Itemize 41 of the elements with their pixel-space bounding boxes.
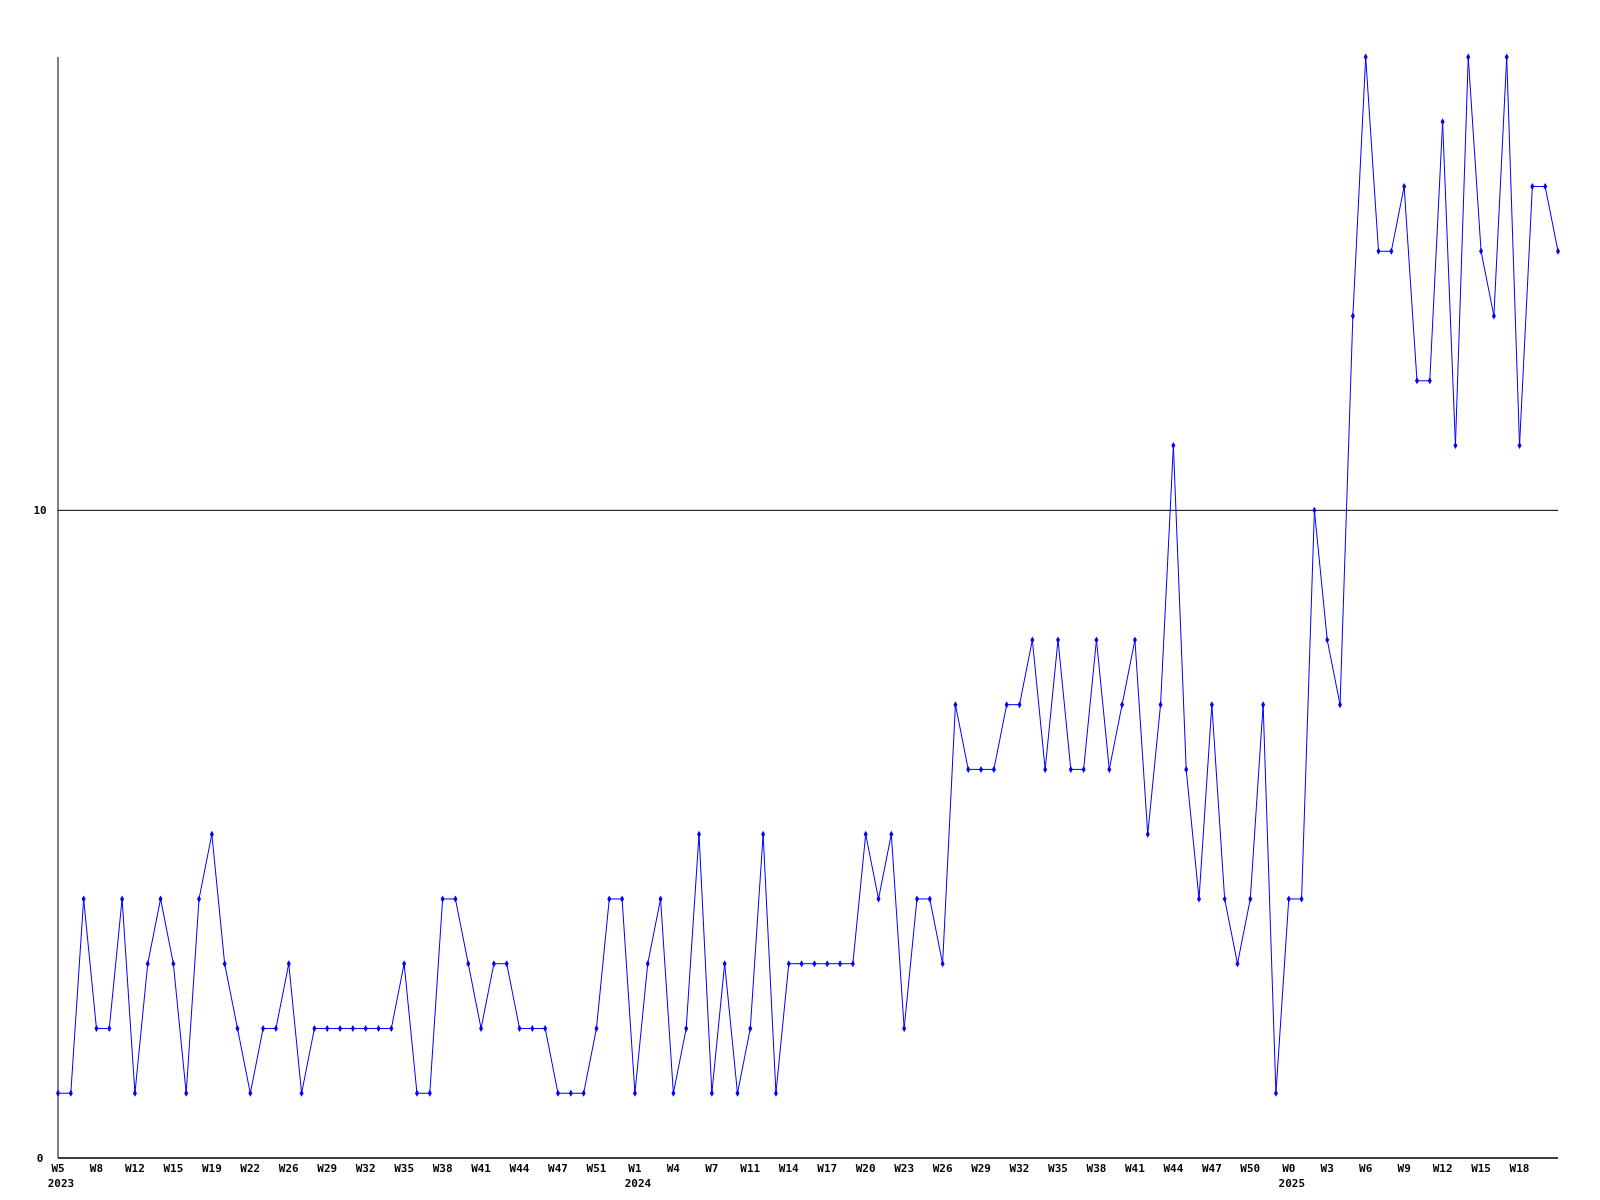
x-tick-label: W9: [1397, 1162, 1411, 1175]
x-tick-label: W15: [163, 1162, 184, 1175]
x-tick-label: W8: [89, 1162, 104, 1175]
x-tick-label: W47: [548, 1162, 568, 1175]
x-tick-label: W22: [240, 1162, 261, 1175]
x-tick-label: W41: [1124, 1162, 1146, 1175]
x-tick-label: W5 2023: [47, 1162, 75, 1190]
x-tick-label: W18: [1509, 1162, 1530, 1175]
x-tick-label: W11: [740, 1162, 761, 1175]
x-tick-label: W1 2024: [624, 1162, 652, 1190]
x-tick-label: W32: [355, 1162, 376, 1175]
x-tick-label: W47: [1201, 1162, 1222, 1175]
x-tick-label: W23: [894, 1162, 915, 1175]
x-tick-label: W32: [1009, 1162, 1030, 1175]
x-tick-label: W50: [1240, 1162, 1261, 1175]
x-tick-label: W35: [394, 1162, 415, 1175]
x-tick-label: W12: [124, 1162, 145, 1175]
x-tick-label: W7: [705, 1162, 719, 1175]
x-tick-label: W38: [432, 1162, 453, 1175]
x-tick-label: W26: [278, 1162, 300, 1175]
x-tick-label: W20: [855, 1162, 876, 1175]
x-tick-label: W35: [1048, 1162, 1068, 1175]
y-tick-label: 10: [33, 504, 47, 518]
x-tick-label: W15: [1471, 1162, 1492, 1175]
x-tick-label: W51: [586, 1162, 607, 1175]
x-tick-label: W29: [971, 1162, 992, 1175]
x-tick-label: W3: [1320, 1162, 1334, 1175]
x-tick-label: W4: [666, 1162, 681, 1175]
x-tick-label: W17: [817, 1162, 838, 1175]
x-tick-label: W19: [201, 1162, 222, 1175]
x-tick-label: W0 2025: [1278, 1162, 1306, 1190]
x-tick-label: W44: [509, 1162, 530, 1175]
x-tick-label: W6: [1359, 1162, 1373, 1175]
x-tick-label: W14: [778, 1162, 800, 1175]
x-tick-label: W44: [1163, 1162, 1184, 1175]
x-tick-label: W29: [317, 1162, 338, 1175]
x-tick-label: W41: [471, 1162, 492, 1175]
y-tick-label: 0: [36, 1151, 44, 1165]
x-tick-label: W26: [932, 1162, 953, 1175]
x-tick-label: W12: [1432, 1162, 1453, 1175]
x-tick-label: W38: [1086, 1162, 1107, 1175]
